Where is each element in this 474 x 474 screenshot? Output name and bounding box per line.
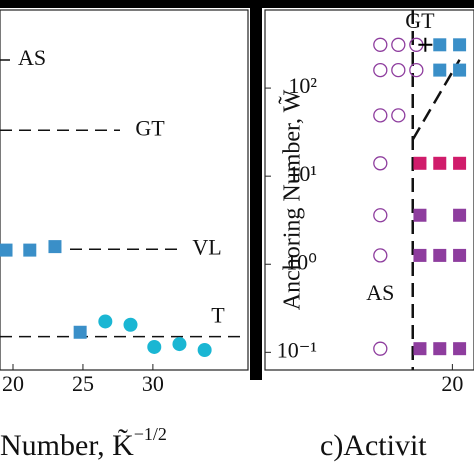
plus-marker: [418, 37, 433, 52]
square-marker: [453, 208, 467, 222]
square-marker: [413, 342, 427, 356]
square-marker: [413, 156, 427, 170]
square-marker: [0, 243, 13, 257]
open-circle-marker: [373, 37, 388, 52]
y-tick-label: 10²: [288, 73, 317, 98]
x-axis-label-text: Number, K̃: [0, 429, 134, 462]
x-tick-label: 20: [2, 371, 24, 396]
x-axis-label: Number, K̃−1/2: [0, 424, 167, 462]
x-tick-label: 25: [72, 371, 94, 396]
y-tick-label: 10⁰: [286, 249, 317, 274]
annotation: AS: [366, 280, 394, 305]
y-tick-label: 10⁻¹: [277, 337, 317, 362]
open-circle-marker: [373, 341, 388, 356]
square-marker: [453, 38, 467, 52]
square-marker: [433, 63, 447, 77]
legend-label: AS: [18, 45, 46, 70]
x-tick-label: 30: [142, 371, 164, 396]
y-tick-label: 10¹: [288, 161, 317, 186]
annotation: GT: [405, 8, 435, 33]
boundary-line: [411, 59, 461, 141]
square-marker: [453, 248, 467, 262]
square-marker: [433, 248, 447, 262]
open-circle-marker: [373, 108, 388, 123]
square-marker: [23, 243, 37, 257]
open-circle-marker: [391, 37, 406, 52]
square-marker: [453, 156, 467, 170]
x-axis-label: c)Activit: [320, 429, 427, 462]
panel-gap: [250, 0, 262, 380]
reference-label: T: [211, 303, 225, 328]
reference-label: GT: [135, 115, 165, 140]
square-marker: [433, 342, 447, 356]
square-marker: [433, 38, 447, 52]
square-marker: [433, 156, 447, 170]
open-circle-marker: [373, 156, 388, 171]
square-marker: [48, 240, 62, 254]
top-strip: [0, 0, 474, 8]
x-axis-label-sup: −1/2: [134, 424, 167, 444]
circle-marker: [98, 314, 113, 329]
open-circle-marker: [409, 62, 424, 78]
square-marker: [453, 63, 467, 77]
open-circle-marker: [373, 248, 388, 263]
open-circle-marker: [373, 62, 388, 78]
circle-marker: [123, 317, 138, 332]
circle-marker: [147, 339, 162, 354]
open-circle-marker: [391, 62, 406, 78]
circle-marker: [197, 343, 212, 358]
square-marker: [413, 208, 427, 222]
plot-frame: [0, 9, 249, 371]
square-marker: [413, 248, 427, 262]
square-marker: [453, 342, 467, 356]
plot-frame: [264, 9, 474, 371]
x-tick-label: 20: [441, 371, 463, 396]
y-axis-label: Anchoring Number, W̃: [278, 89, 306, 310]
open-circle-marker: [391, 108, 406, 123]
open-circle-marker: [373, 208, 388, 223]
circle-marker: [172, 337, 187, 352]
x-axis-label-text: c)Activit: [320, 429, 427, 462]
square-marker: [73, 325, 87, 339]
reference-label: VL: [192, 234, 221, 259]
